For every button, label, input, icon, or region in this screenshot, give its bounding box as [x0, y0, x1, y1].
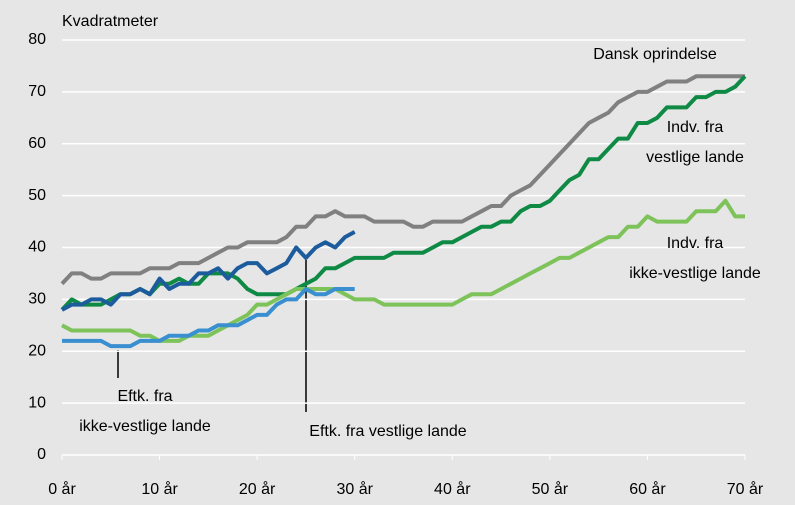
annotation: Indv. fra — [667, 235, 724, 252]
line-series — [61, 230, 356, 312]
annotation: ikke-vestlige lande — [79, 418, 211, 435]
line-series — [61, 198, 745, 343]
line-series — [60, 74, 747, 312]
annotation: ikke-vestlige lande — [629, 265, 761, 282]
y-tick-label: 30 — [28, 291, 46, 308]
x-tick-label: 70 år — [727, 480, 764, 498]
annotation: Dansk oprindelse — [593, 46, 717, 63]
x-tick-label: 30 år — [336, 480, 373, 498]
x-tick-label: 0 år — [48, 480, 76, 498]
x-tick-label: 60 år — [629, 480, 666, 498]
x-tick-label: 40 år — [434, 480, 471, 498]
y-tick-label: 70 — [28, 83, 46, 100]
y-tick-label: 10 — [28, 394, 46, 411]
y-tick-label: 80 — [28, 31, 46, 48]
line-series — [60, 74, 745, 286]
y-tick-label: 60 — [28, 135, 46, 152]
annotation: Eftk. fra — [117, 388, 172, 405]
annotation: vestlige lande — [646, 149, 744, 166]
x-tick-label: 20 år — [239, 480, 276, 498]
y-tick-label: 50 — [28, 187, 46, 204]
annotation: Indv. fra — [667, 119, 724, 136]
annotation: Eftk. fra vestlige lande — [309, 423, 467, 440]
line-series — [62, 287, 355, 349]
x-tick-label: 10 år — [141, 480, 178, 498]
y-tick-label: 0 — [37, 446, 46, 463]
y-axis-label: Kvadratmeter — [62, 13, 159, 30]
y-tick-label: 40 — [28, 239, 46, 256]
y-tick-label: 20 — [28, 342, 46, 359]
x-tick-label: 50 år — [532, 480, 569, 498]
